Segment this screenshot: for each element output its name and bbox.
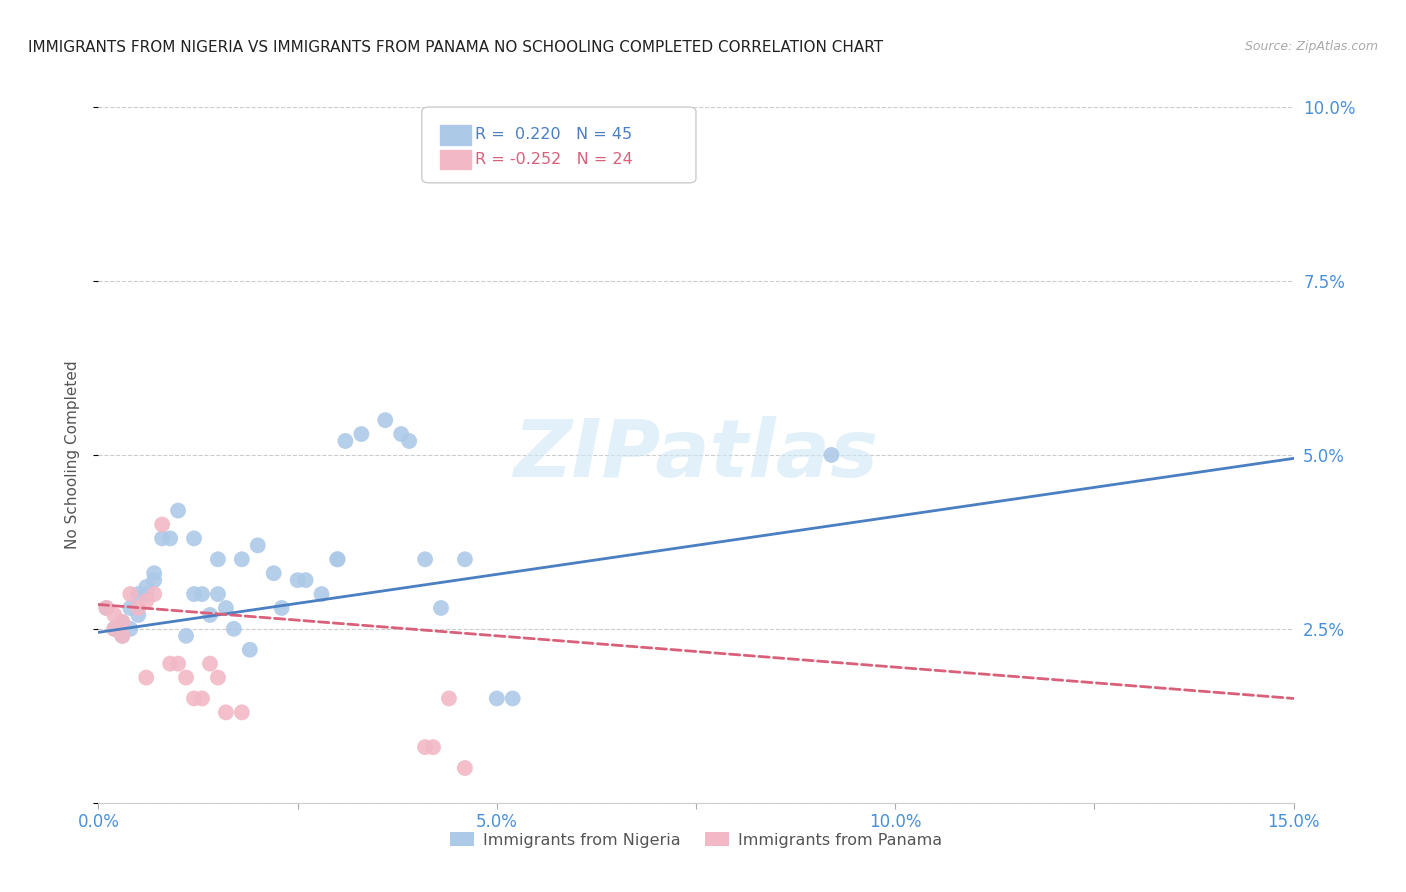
Point — [311, 587, 333, 601]
Point — [135, 580, 157, 594]
Point — [263, 566, 285, 581]
Point — [207, 587, 229, 601]
Point — [183, 691, 205, 706]
Point — [430, 601, 453, 615]
Point — [326, 552, 349, 566]
Point — [96, 601, 118, 615]
Point — [502, 691, 524, 706]
Point — [159, 532, 181, 546]
Point — [222, 622, 245, 636]
Point — [231, 552, 253, 566]
Point — [422, 740, 444, 755]
Y-axis label: No Schooling Completed: No Schooling Completed — [65, 360, 80, 549]
Point — [215, 601, 238, 615]
Point — [111, 615, 134, 629]
Point — [198, 657, 221, 671]
Text: R =  0.220   N = 45: R = 0.220 N = 45 — [475, 128, 633, 142]
Point — [150, 517, 173, 532]
Point — [198, 607, 221, 622]
Point — [183, 587, 205, 601]
Point — [111, 615, 134, 629]
Point — [454, 552, 477, 566]
Point — [150, 532, 173, 546]
Point — [246, 538, 269, 552]
Point — [135, 671, 157, 685]
Point — [159, 657, 181, 671]
Point — [111, 629, 134, 643]
Point — [120, 601, 142, 615]
Point — [174, 671, 197, 685]
Point — [294, 573, 316, 587]
Point — [143, 587, 166, 601]
Point — [270, 601, 292, 615]
Point — [191, 691, 214, 706]
Point — [413, 740, 436, 755]
Text: Source: ZipAtlas.com: Source: ZipAtlas.com — [1244, 40, 1378, 54]
Point — [96, 601, 118, 615]
Point — [127, 607, 149, 622]
Text: ZIPatlas: ZIPatlas — [513, 416, 879, 494]
Point — [335, 434, 357, 448]
Point — [143, 566, 166, 581]
Point — [120, 622, 142, 636]
Point — [820, 448, 842, 462]
Point — [454, 761, 477, 775]
Point — [350, 427, 373, 442]
Point — [374, 413, 396, 427]
Point — [287, 573, 309, 587]
Point — [103, 622, 125, 636]
Point — [437, 691, 460, 706]
Point — [135, 594, 157, 608]
Point — [111, 629, 134, 643]
Point — [239, 642, 262, 657]
Point — [143, 573, 166, 587]
Point — [135, 587, 157, 601]
Point — [207, 552, 229, 566]
Point — [183, 532, 205, 546]
Text: IMMIGRANTS FROM NIGERIA VS IMMIGRANTS FROM PANAMA NO SCHOOLING COMPLETED CORRELA: IMMIGRANTS FROM NIGERIA VS IMMIGRANTS FR… — [28, 40, 883, 55]
Point — [389, 427, 412, 442]
Point — [127, 601, 149, 615]
Legend: Immigrants from Nigeria, Immigrants from Panama: Immigrants from Nigeria, Immigrants from… — [443, 826, 949, 854]
Point — [413, 552, 436, 566]
Point — [120, 587, 142, 601]
Point — [231, 706, 253, 720]
Text: R = -0.252   N = 24: R = -0.252 N = 24 — [475, 153, 633, 167]
Point — [167, 503, 190, 517]
Point — [326, 552, 349, 566]
Point — [207, 671, 229, 685]
Point — [191, 587, 214, 601]
Point — [485, 691, 508, 706]
Point — [174, 629, 197, 643]
Point — [167, 657, 190, 671]
Point — [103, 607, 125, 622]
Point — [103, 622, 125, 636]
Point — [398, 434, 420, 448]
Point — [215, 706, 238, 720]
Point — [127, 587, 149, 601]
